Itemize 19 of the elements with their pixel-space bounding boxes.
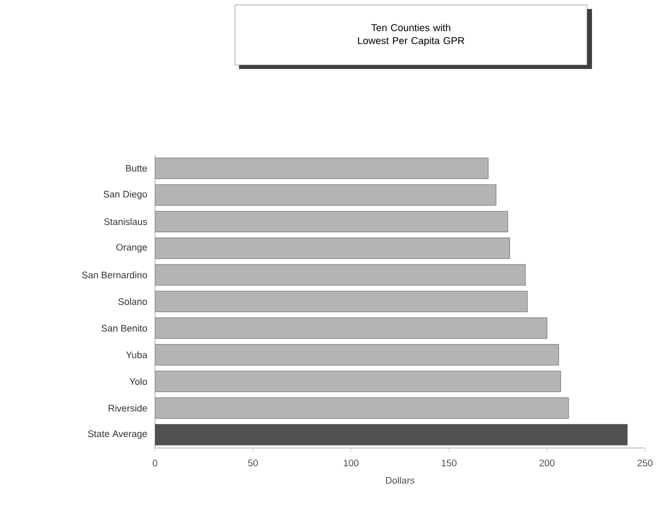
y-tick-label: San Benito xyxy=(102,324,147,332)
y-tick-label: Butte xyxy=(126,165,147,172)
x-tick-label: 200 xyxy=(540,460,555,466)
y-tick-label: Riverside xyxy=(108,404,147,412)
x-axis-title: Dollars xyxy=(386,476,414,484)
x-tick-label: 250 xyxy=(638,460,653,466)
y-tick-label: Solano xyxy=(118,298,147,305)
y-tick-label: Stanislaus xyxy=(104,218,148,226)
y-tick-label: Yolo xyxy=(130,378,148,385)
y-tick-label: State Average xyxy=(88,430,147,439)
x-tick-label: 100 xyxy=(344,460,359,466)
x-tick-label: 0 xyxy=(152,460,158,466)
x-tick-label: 50 xyxy=(248,460,258,466)
chart-title: Ten Counties with Lowest Per Capita GPR xyxy=(358,24,464,46)
y-tick-label: Orange xyxy=(116,244,147,253)
x-tick-label: 150 xyxy=(442,460,457,466)
y-tick-label: San Diego xyxy=(104,190,147,200)
y-tick-label: San Bernardino xyxy=(82,271,147,278)
y-tick-label: Yuba xyxy=(126,351,148,358)
